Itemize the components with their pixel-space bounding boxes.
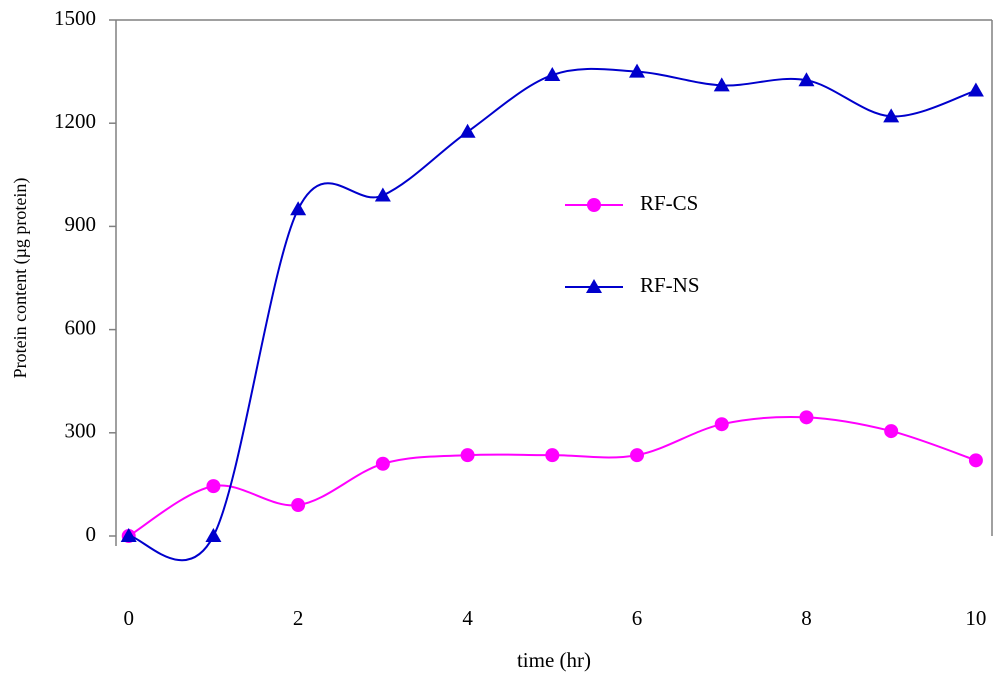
series-line (129, 417, 976, 536)
x-tick-label: 2 (293, 606, 304, 630)
data-point (205, 528, 221, 542)
data-point (461, 448, 475, 462)
x-tick-label: 6 (632, 606, 643, 630)
data-point (884, 424, 898, 438)
data-point (630, 448, 644, 462)
data-point (968, 83, 984, 97)
data-point (715, 417, 729, 431)
y-tick-label: 0 (86, 522, 97, 546)
y-axis-title: Protein content (µg protein) (10, 178, 31, 379)
x-tick-label: 0 (123, 606, 134, 630)
x-tick-label: 8 (801, 606, 812, 630)
data-point (376, 457, 390, 471)
y-tick-label: 1500 (54, 6, 96, 30)
legend-marker (587, 198, 601, 212)
series-line (129, 69, 976, 560)
data-point (545, 448, 559, 462)
data-point (375, 187, 391, 201)
data-point (291, 498, 305, 512)
data-point (799, 410, 813, 424)
data-point (206, 479, 220, 493)
y-tick-label: 600 (65, 315, 97, 339)
y-tick-label: 1200 (54, 109, 96, 133)
legend-label: RF-CS (640, 191, 698, 215)
y-tick-label: 300 (65, 419, 97, 443)
x-tick-label: 4 (462, 606, 473, 630)
data-point (969, 453, 983, 467)
chart: time (hr) Protein content (µg protein) 0… (0, 0, 993, 675)
x-axis-title: time (hr) (517, 648, 591, 672)
legend-label: RF-NS (640, 273, 700, 297)
y-tick-label: 900 (65, 212, 97, 236)
data-point (460, 124, 476, 138)
x-tick-label: 10 (965, 606, 986, 630)
data-point (290, 201, 306, 215)
